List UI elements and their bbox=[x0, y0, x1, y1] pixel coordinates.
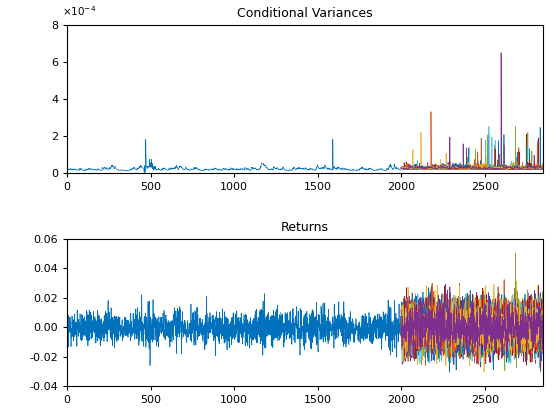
Text: $\times 10^{-4}$: $\times 10^{-4}$ bbox=[63, 4, 97, 18]
Title: Returns: Returns bbox=[281, 220, 329, 234]
Title: Conditional Variances: Conditional Variances bbox=[237, 7, 373, 20]
